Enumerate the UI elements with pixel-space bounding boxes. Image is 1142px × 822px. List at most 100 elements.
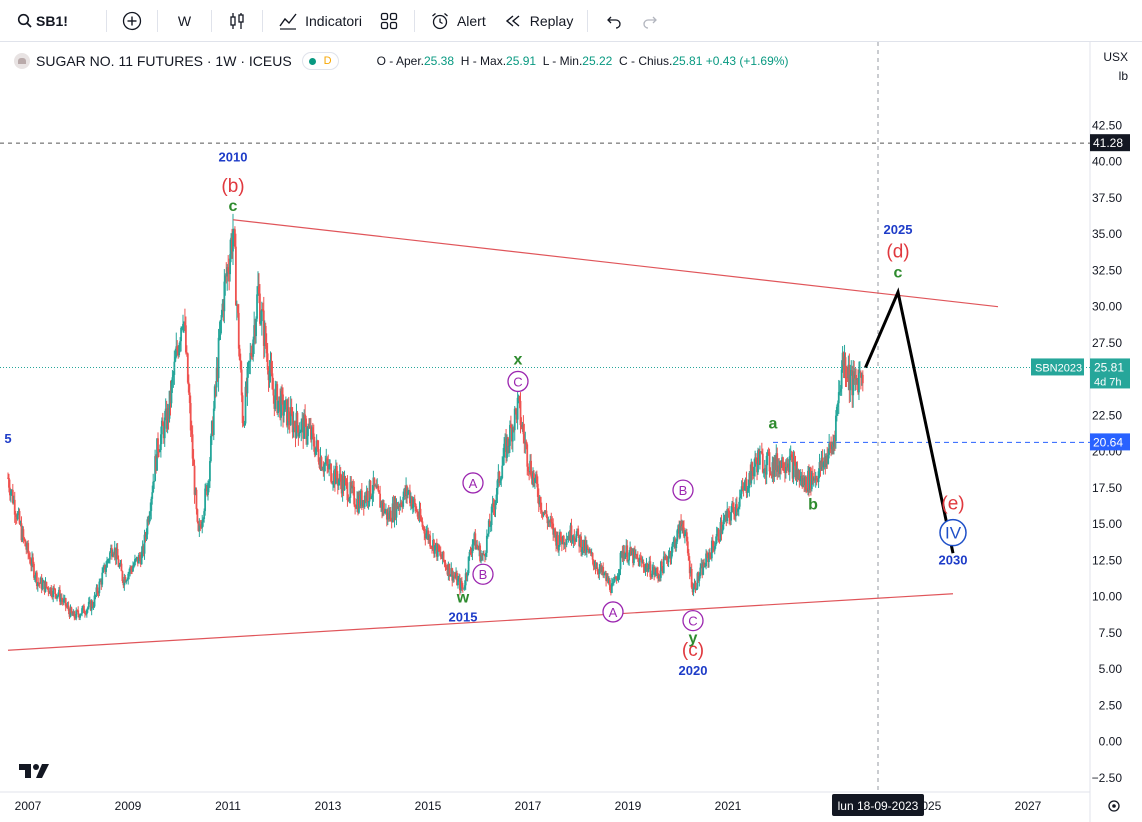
- candle-body: [64, 598, 67, 607]
- candle-body: [286, 407, 289, 426]
- candle-body: [287, 407, 290, 421]
- undo-button[interactable]: [594, 0, 632, 42]
- candle-body: [428, 535, 431, 540]
- price-tick-label: 35.00: [1092, 227, 1122, 241]
- candle-body: [655, 568, 657, 573]
- unit-selector[interactable]: lb: [1118, 69, 1128, 83]
- candle-body: [248, 361, 251, 363]
- candle-body: [470, 553, 473, 554]
- symbol-search[interactable]: SB1!: [0, 0, 76, 42]
- candle-body: [736, 508, 739, 512]
- candle-body: [593, 566, 596, 567]
- candle-body: [401, 505, 404, 507]
- candle-body: [171, 377, 174, 383]
- wave-circle-purple: [507, 370, 529, 393]
- candle-body: [801, 475, 804, 487]
- candle-body: [218, 334, 221, 338]
- candle-body: [680, 521, 682, 527]
- candle-body: [747, 488, 750, 492]
- candle-body: [812, 478, 815, 481]
- interval-button[interactable]: W: [164, 0, 205, 42]
- candle-body: [46, 587, 49, 588]
- candle-body: [496, 480, 499, 495]
- candle-body: [184, 325, 187, 353]
- candle-body: [206, 485, 208, 495]
- market-status-pill[interactable]: D: [301, 52, 339, 70]
- candle-body: [661, 567, 664, 574]
- candle-body: [751, 462, 754, 472]
- candle-body: [333, 470, 335, 483]
- gear-icon[interactable]: [1108, 800, 1120, 812]
- candle-body: [697, 573, 700, 581]
- candle-body: [366, 490, 369, 502]
- candle-body: [86, 607, 89, 610]
- last-price-tag-bg: [1090, 358, 1130, 389]
- wave-year-label: 2030: [939, 553, 968, 568]
- alert-button[interactable]: Alert: [421, 0, 494, 42]
- lower-trendline: [7, 593, 954, 651]
- candle-body: [261, 309, 264, 311]
- candle-body: [739, 493, 742, 498]
- candle-body: [166, 407, 169, 429]
- candle-body: [432, 539, 434, 548]
- candle-body: [709, 554, 712, 559]
- chart-type-button[interactable]: [218, 0, 256, 42]
- legend-title[interactable]: SUGAR NO. 11 FUTURES · 1W · ICEUS: [36, 53, 292, 69]
- currency-selector[interactable]: USX: [1103, 50, 1128, 64]
- candle-body: [558, 545, 560, 551]
- candle-body: [406, 486, 408, 496]
- candle-body: [50, 587, 53, 596]
- redo-button[interactable]: [632, 0, 670, 42]
- candle-body: [679, 521, 682, 538]
- candle-body: [344, 479, 347, 480]
- candle-body: [681, 524, 683, 527]
- candle-body: [457, 579, 459, 586]
- logo-mark-dot: [33, 764, 39, 770]
- candle-body: [169, 390, 172, 404]
- candle-body: [175, 346, 178, 357]
- candle-body: [299, 432, 302, 434]
- candle-body: [152, 481, 155, 493]
- candle-body: [95, 587, 98, 596]
- compare-button[interactable]: [113, 0, 151, 42]
- candle-body: [189, 403, 192, 431]
- candle-body: [726, 509, 729, 521]
- candle-body: [38, 583, 41, 585]
- replay-button[interactable]: Replay: [494, 0, 582, 42]
- candle-body: [809, 467, 812, 490]
- candle-body: [468, 551, 471, 557]
- candle-body: [809, 467, 811, 490]
- candle-body: [731, 503, 733, 513]
- candle-body: [574, 539, 577, 542]
- candle-body: [856, 379, 858, 380]
- candle-body: [188, 392, 191, 404]
- redo-icon: [640, 10, 662, 32]
- candles-layer: [7, 213, 864, 621]
- layouts-button[interactable]: [370, 0, 408, 42]
- price-axis[interactable]: 42.50 40.00 37.50 35.00 32.50 30.00 27.50 22.50…: [1031, 118, 1130, 785]
- candle-body: [275, 384, 278, 389]
- candle-body: [790, 454, 793, 458]
- candle-body: [526, 444, 529, 467]
- candle-body: [81, 608, 83, 614]
- indicators-button[interactable]: Indicatori: [269, 0, 370, 42]
- candle-body: [415, 511, 418, 512]
- candle-body: [840, 369, 843, 389]
- replay-label: Replay: [529, 12, 574, 29]
- time-axis[interactable]: 2007 2009 2011 2013 2015 2017 2019 2021 2025 2027…: [15, 794, 1042, 816]
- candle-body: [538, 497, 541, 505]
- price-tick-label: 22.50: [1092, 408, 1122, 422]
- candle-body: [705, 553, 707, 567]
- candle-body: [453, 575, 456, 577]
- candle-body: [32, 557, 34, 564]
- candles-icon: [226, 10, 248, 32]
- candle-body: [243, 423, 246, 425]
- candle-body: [300, 421, 303, 433]
- settings-gear[interactable]: [1108, 800, 1120, 812]
- candle-body: [771, 462, 774, 475]
- candle-body: [119, 563, 122, 566]
- candle-body: [548, 521, 551, 523]
- candle-body: [838, 391, 841, 393]
- candle-body: [329, 464, 332, 465]
